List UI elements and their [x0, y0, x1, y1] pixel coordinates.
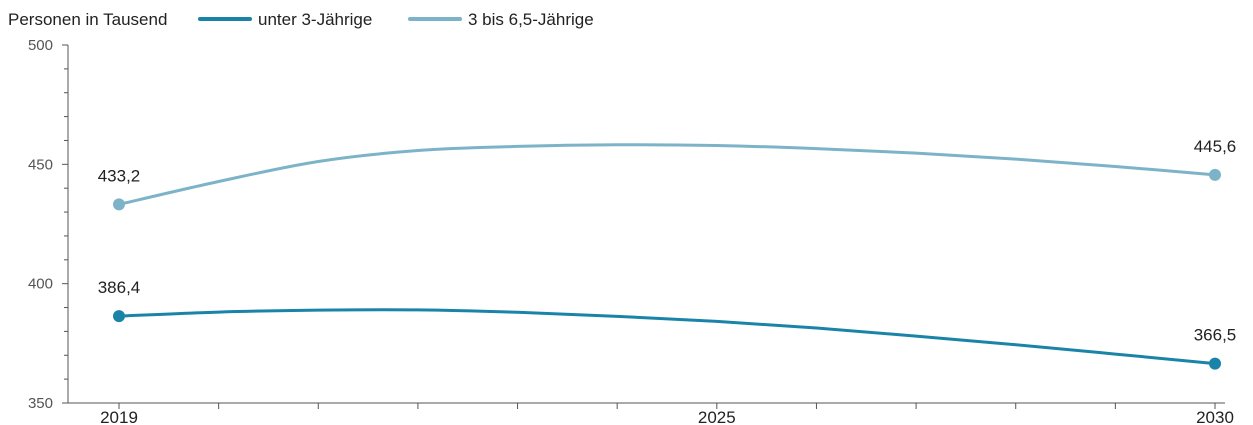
data-point-marker: [113, 198, 125, 211]
data-label: 433,2: [98, 166, 141, 185]
x-tick-label: 2019: [100, 408, 138, 425]
data-label: 386,4: [98, 278, 141, 297]
legend-label: unter 3-Jährige: [258, 10, 372, 29]
data-label: 366,5: [1194, 326, 1237, 345]
data-point-marker: [1209, 357, 1221, 370]
legend: Personen in Tausend unter 3-Jährige 3 bis…: [8, 10, 594, 29]
y-tick-label: 500: [28, 37, 53, 54]
x-tick-label: 2030: [1196, 408, 1234, 425]
legend-label: 3 bis 6,5-Jährige: [468, 10, 594, 29]
axes: 350 400 450 500 2019 2025 2030: [28, 37, 1234, 425]
series-group: [113, 143, 1221, 370]
series-line: [117, 308, 1217, 366]
y-tick-label: 450: [28, 156, 53, 173]
data-label: 445,6: [1194, 137, 1237, 156]
x-tick-label: 2025: [698, 408, 736, 425]
data-point-marker: [1209, 168, 1221, 181]
series-line: [117, 143, 1217, 206]
y-axis-unit-label: Personen in Tausend: [8, 10, 167, 29]
data-point-marker: [113, 310, 125, 323]
data-labels: 386,4 366,5 433,2 445,6: [98, 137, 1237, 345]
y-tick-label: 400: [28, 276, 53, 293]
y-tick-label: 350: [28, 395, 53, 412]
